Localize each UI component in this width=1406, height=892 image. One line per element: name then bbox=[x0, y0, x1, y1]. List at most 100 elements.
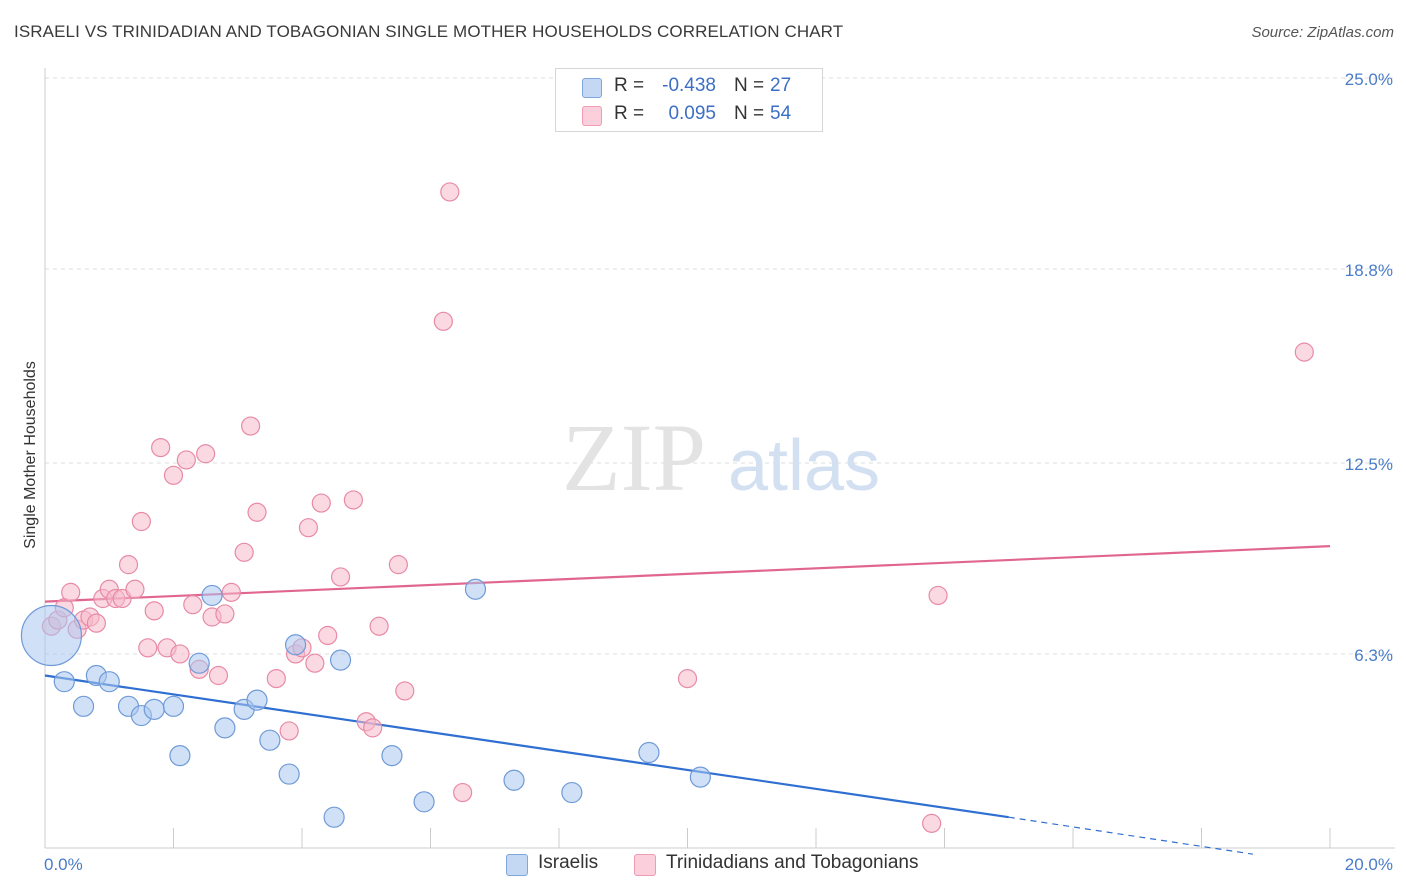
watermark-zip: ZIP bbox=[562, 404, 706, 511]
data-point-israelis bbox=[53, 671, 75, 693]
data-point-israelis bbox=[259, 729, 281, 751]
legend-n-value: 54 bbox=[770, 103, 792, 124]
trend-line-extension bbox=[1008, 816, 1253, 855]
trend-line-trinidadians bbox=[44, 545, 1331, 603]
data-point-israelis bbox=[689, 766, 711, 788]
data-point-israelis bbox=[20, 604, 83, 667]
data-point-israelis bbox=[413, 791, 435, 813]
points-layer bbox=[20, 182, 1314, 833]
data-point-trinidadians bbox=[311, 493, 331, 513]
trend-line-israelis bbox=[44, 674, 1009, 819]
data-point-israelis bbox=[72, 695, 95, 717]
data-point-trinidadians bbox=[388, 555, 408, 575]
y-tick-label: 12.5% bbox=[1345, 455, 1393, 474]
data-point-trinidadians bbox=[125, 579, 145, 599]
data-point-israelis bbox=[464, 578, 487, 600]
data-point-trinidadians bbox=[440, 182, 460, 202]
source-label: Source: ZipAtlas.com bbox=[1251, 24, 1394, 41]
data-point-trinidadians bbox=[151, 438, 171, 458]
data-point-trinidadians bbox=[305, 653, 325, 673]
data-point-israelis bbox=[638, 741, 660, 764]
data-point-trinidadians bbox=[196, 444, 216, 464]
watermark-atlas: atlas bbox=[728, 426, 880, 506]
data-point-israelis bbox=[188, 652, 210, 674]
data-point-trinidadians bbox=[453, 782, 473, 803]
watermark: ZIP atlas bbox=[562, 404, 880, 511]
data-point-israelis bbox=[214, 717, 236, 739]
legend-r-value: 0.095 bbox=[668, 103, 716, 124]
chart-title: ISRAELI VS TRINIDADIAN AND TOBAGONIAN SI… bbox=[14, 22, 844, 41]
data-point-trinidadians bbox=[183, 595, 203, 615]
data-point-trinidadians bbox=[363, 718, 383, 738]
data-point-trinidadians bbox=[170, 644, 190, 664]
legend-label-trinidadians: Trinidadians and Tobagonians bbox=[666, 852, 919, 873]
data-point-israelis bbox=[143, 698, 165, 721]
data-point-israelis bbox=[162, 695, 185, 717]
data-point-trinidadians bbox=[118, 555, 139, 575]
data-point-trinidadians bbox=[234, 542, 254, 562]
legend-swatch-israelis bbox=[506, 854, 528, 876]
legend-r-label: R = bbox=[614, 103, 645, 124]
data-point-trinidadians bbox=[395, 681, 415, 701]
data-point-israelis bbox=[278, 763, 300, 785]
data-point-trinidadians bbox=[318, 625, 338, 646]
y-axis-label: Single Mother Households bbox=[22, 361, 39, 549]
data-point-trinidadians bbox=[298, 518, 319, 538]
data-point-trinidadians bbox=[86, 613, 107, 633]
legend-swatch-trinidadians bbox=[582, 106, 602, 126]
data-point-trinidadians bbox=[208, 665, 229, 686]
data-point-trinidadians bbox=[163, 465, 184, 485]
data-point-trinidadians bbox=[433, 311, 453, 331]
data-point-trinidadians bbox=[677, 668, 698, 689]
data-point-trinidadians bbox=[1294, 342, 1314, 362]
y-tick-label: 6.3% bbox=[1354, 646, 1393, 665]
data-point-israelis bbox=[323, 806, 345, 828]
legend-row-israelis: R = -0.438 N = 27 bbox=[556, 72, 822, 100]
data-point-israelis bbox=[329, 649, 352, 671]
data-point-trinidadians bbox=[247, 502, 267, 522]
data-point-israelis bbox=[284, 634, 307, 656]
legend-r-label: R = bbox=[614, 75, 645, 96]
data-point-israelis bbox=[169, 744, 191, 767]
legend-n-label: N = bbox=[734, 75, 765, 96]
data-point-israelis bbox=[98, 671, 120, 693]
grid-layer bbox=[45, 77, 1395, 655]
data-point-trinidadians bbox=[131, 511, 151, 532]
data-point-trinidadians bbox=[215, 604, 235, 624]
legend-r-value: -0.438 bbox=[662, 75, 716, 96]
data-point-trinidadians bbox=[112, 588, 132, 609]
x-tick-label-min: 0.0% bbox=[44, 855, 83, 874]
legend-label-israelis: Israelis bbox=[538, 852, 599, 873]
legend-row-trinidadians: R = 0.095 N = 54 bbox=[556, 100, 822, 128]
trend-layer bbox=[44, 545, 1331, 855]
legend-n-label: N = bbox=[734, 103, 765, 124]
correlation-legend: R = -0.438 N = 27 R = 0.095 N = 54 bbox=[555, 68, 823, 132]
data-point-trinidadians bbox=[144, 601, 164, 621]
data-point-trinidadians bbox=[61, 582, 81, 602]
data-point-trinidadians bbox=[241, 416, 261, 436]
data-point-israelis bbox=[503, 769, 525, 791]
data-point-israelis bbox=[381, 744, 403, 767]
data-point-israelis bbox=[201, 584, 223, 607]
data-point-trinidadians bbox=[343, 490, 363, 510]
data-point-trinidadians bbox=[176, 450, 196, 470]
series-legend: Israelis Trinidadians and Tobagonians bbox=[0, 852, 1406, 878]
data-point-trinidadians bbox=[330, 567, 351, 587]
data-point-israelis bbox=[246, 689, 268, 711]
data-point-trinidadians bbox=[221, 582, 241, 602]
x-tick-label-max: 20.0% bbox=[1345, 855, 1393, 874]
data-point-trinidadians bbox=[369, 616, 389, 636]
data-point-trinidadians bbox=[922, 813, 942, 833]
data-point-trinidadians bbox=[928, 585, 948, 606]
data-point-trinidadians bbox=[266, 668, 286, 689]
data-point-israelis bbox=[561, 781, 583, 804]
legend-swatch-israelis bbox=[582, 78, 602, 98]
y-tick-label: 18.8% bbox=[1345, 261, 1393, 280]
data-point-trinidadians bbox=[138, 638, 158, 658]
legend-swatch-trinidadians bbox=[634, 854, 656, 876]
axis-layer: 6.3% 12.5% 18.8% 25.0% 0.0% 20.0% bbox=[44, 68, 1395, 874]
legend-n-value: 27 bbox=[770, 75, 792, 96]
y-tick-label: 25.0% bbox=[1345, 70, 1393, 89]
data-point-trinidadians bbox=[279, 721, 299, 741]
